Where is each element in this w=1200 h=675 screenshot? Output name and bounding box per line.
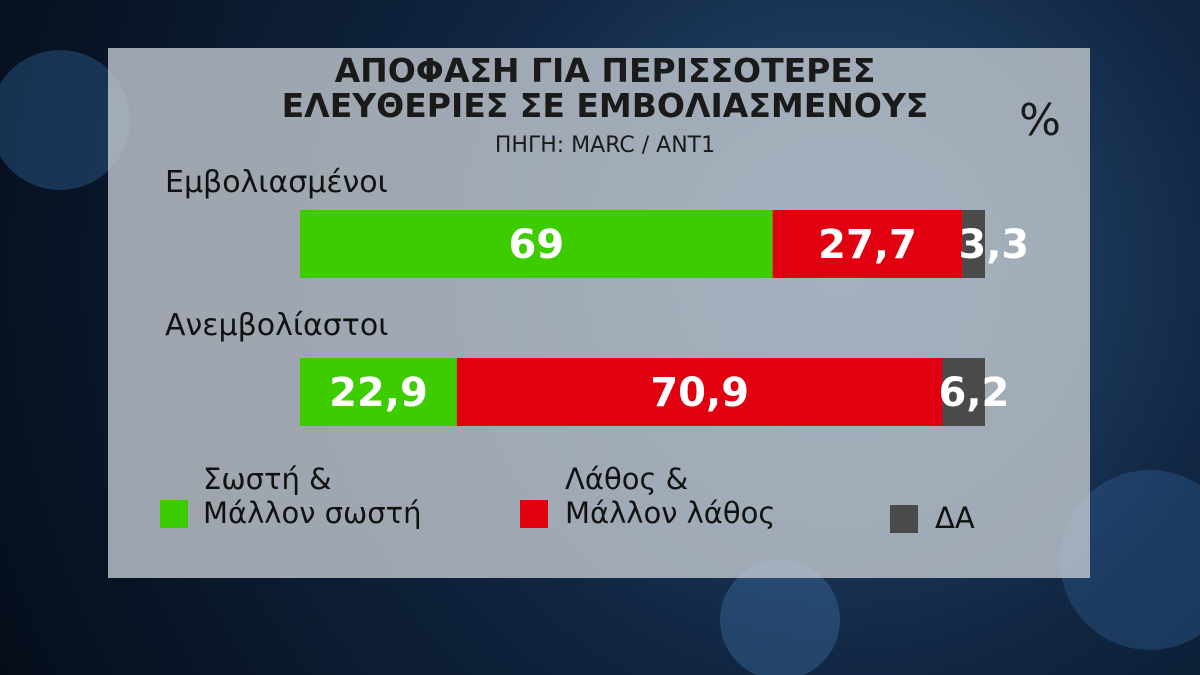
legend-label: ΔΑ	[935, 501, 975, 535]
category-label: Εμβολιασμένοι	[165, 165, 388, 200]
bar-segment	[300, 210, 773, 278]
legend-label: Λάθος & Μάλλον λάθος	[565, 462, 776, 530]
value-label: 69	[508, 222, 564, 268]
value-label: 6,2	[939, 370, 1010, 416]
bar-segment	[772, 210, 963, 278]
value-label: 3,3	[958, 222, 1029, 268]
value-label: 27,7	[818, 222, 917, 268]
legend-swatch	[890, 505, 918, 533]
bar-segment	[942, 358, 985, 426]
title-line: ΕΛΕΥΘΕΡΙΕΣ ΣΕ ΕΜΒΟΛΙΑΣΜΕΝΟΥΣ	[282, 86, 929, 125]
bar-segment	[456, 358, 943, 426]
category-label: Ανεμβολίαστοι	[165, 308, 388, 343]
title-line: ΑΠΟΦΑΣΗ ΓΙΑ ΠΕΡΙΣΣΟΤΕΡΕΣ	[335, 51, 876, 90]
background-blob	[1060, 470, 1200, 650]
bar-segment	[962, 210, 985, 278]
unit: %	[1019, 95, 1061, 146]
panel	[108, 48, 1090, 578]
legend-swatch	[160, 500, 188, 528]
legend-swatch	[520, 500, 548, 528]
bar-segment	[300, 358, 457, 426]
subtitle: ΠΗΓΗ: MARC / ANT1	[495, 133, 715, 158]
background-blob	[0, 50, 130, 190]
legend-label: Σωστή & Μάλλον σωστή	[203, 462, 422, 530]
background-blob	[720, 560, 840, 675]
value-label: 70,9	[650, 370, 749, 416]
value-label: 22,9	[329, 370, 428, 416]
